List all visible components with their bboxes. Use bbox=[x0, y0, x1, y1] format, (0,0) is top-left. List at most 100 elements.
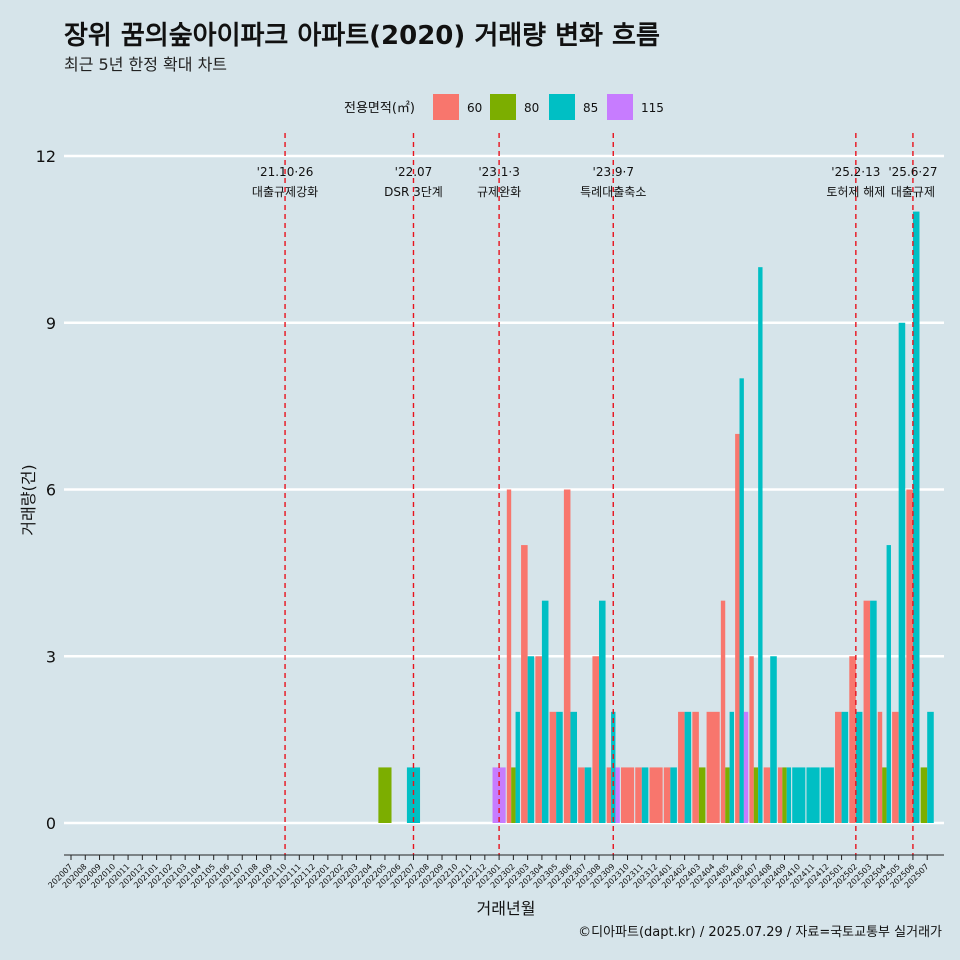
bar-85-202412 bbox=[820, 767, 834, 823]
bar-115-202406 bbox=[743, 711, 749, 823]
bar-60-202403 bbox=[692, 711, 699, 823]
legend-label-60: 60 bbox=[467, 101, 482, 115]
legend-label-85: 85 bbox=[583, 101, 598, 115]
bar-80-202302 bbox=[511, 767, 516, 823]
bar-85-202506 bbox=[912, 211, 920, 823]
event-date-label: '23.9·7 bbox=[593, 165, 634, 179]
chart-subtitle: 최근 5년 한정 확대 차트 bbox=[64, 55, 227, 74]
bar-60-202402 bbox=[678, 711, 685, 823]
bar-85-202408 bbox=[770, 656, 777, 823]
event-name-label: 대출규제강화 bbox=[252, 185, 318, 199]
legend-swatch-115 bbox=[607, 94, 633, 120]
y-tick-label: 6 bbox=[46, 481, 56, 500]
chart-title: 장위 꿈의숲아이파크 아파트(2020) 거래량 변화 흐름 bbox=[64, 21, 660, 51]
grid-lines bbox=[64, 154, 944, 825]
bar-85-202311 bbox=[641, 767, 649, 823]
bar-60-202311 bbox=[635, 767, 642, 823]
bar-80-202205 bbox=[378, 767, 392, 823]
bar-60-202405 bbox=[720, 600, 726, 823]
y-tick-label: 9 bbox=[46, 314, 56, 333]
bar-85-202401 bbox=[670, 767, 677, 823]
bar-60-202404 bbox=[706, 711, 720, 823]
bar-80-202405 bbox=[725, 767, 730, 823]
event-markers: '21.10·26 대출규제강화 '22.07 DSR 3단계 '23.1·3 규제완화 '… bbox=[252, 133, 937, 855]
legend-swatch-80 bbox=[490, 94, 516, 120]
legend: 전용면적(㎡) 60 80 85 115 bbox=[344, 94, 664, 120]
bar-85-202411 bbox=[806, 767, 820, 823]
bars bbox=[378, 211, 934, 823]
bar-60-202305 bbox=[549, 711, 557, 823]
bar-60-202304 bbox=[535, 656, 542, 823]
bar-85-202302 bbox=[515, 711, 520, 823]
bar-85-202406 bbox=[739, 378, 744, 823]
bar-60-202401 bbox=[663, 767, 671, 823]
bar-85-202207 bbox=[406, 767, 421, 823]
legend-label-80: 80 bbox=[524, 101, 539, 115]
event-name-label: 토허제 해제 bbox=[826, 185, 885, 199]
bar-85-202308 bbox=[598, 600, 606, 823]
bar-85-202410 bbox=[792, 767, 806, 823]
y-tick-label: 3 bbox=[46, 647, 56, 666]
bar-85-202503 bbox=[870, 600, 877, 823]
y-axis-title: 거래량(건) bbox=[19, 464, 38, 535]
legend-label-115: 115 bbox=[641, 101, 664, 115]
bar-85-202402 bbox=[684, 711, 692, 823]
bar-85-202304 bbox=[541, 600, 549, 823]
bar-85-202409 bbox=[786, 767, 792, 823]
bar-60-202312 bbox=[649, 767, 663, 823]
bar-85-202502 bbox=[855, 711, 863, 823]
bar-60-202303 bbox=[521, 545, 528, 823]
caption: ©디아파트(dapt.kr) / 2025.07.29 / 자료=국토교통부 실… bbox=[578, 925, 942, 940]
bar-60-202502 bbox=[849, 656, 856, 823]
bar-60-202503 bbox=[863, 600, 871, 823]
bar-85-202303 bbox=[527, 656, 535, 823]
bar-80-202407 bbox=[753, 767, 759, 823]
bar-60-202309 bbox=[606, 767, 612, 823]
bar-80-202403 bbox=[698, 767, 706, 823]
bar-60-202307 bbox=[578, 767, 585, 823]
legend-title: 전용면적(㎡) bbox=[344, 101, 415, 116]
event-date-label: '25.2·13 bbox=[831, 165, 880, 179]
bar-60-202409 bbox=[777, 767, 783, 823]
y-tick-label: 0 bbox=[46, 814, 56, 833]
bar-60-202501 bbox=[835, 711, 842, 823]
legend-swatch-85 bbox=[549, 94, 575, 120]
bar-85-202407 bbox=[758, 267, 763, 823]
bar-60-202408 bbox=[763, 767, 771, 823]
bar-115-202309 bbox=[615, 767, 620, 823]
bar-60-202308 bbox=[592, 656, 599, 823]
legend-swatch-60 bbox=[433, 94, 459, 120]
bar-85-202507 bbox=[927, 711, 934, 823]
bar-80-202409 bbox=[782, 767, 787, 823]
event-name-label: 대출규제 bbox=[891, 185, 935, 199]
event-name-label: DSR 3단계 bbox=[384, 185, 443, 199]
bar-80-202504 bbox=[882, 767, 887, 823]
y-tick-label: 12 bbox=[36, 147, 56, 166]
bar-85-202504 bbox=[886, 545, 891, 823]
event-date-label: '21.10·26 bbox=[257, 165, 314, 179]
bar-60-202504 bbox=[877, 711, 883, 823]
event-date-label: '23.1·3 bbox=[478, 165, 519, 179]
bar-85-202305 bbox=[556, 711, 563, 823]
event-name-label: 규제완화 bbox=[477, 185, 521, 199]
bar-60-202506 bbox=[906, 489, 913, 823]
bar-60-202406 bbox=[735, 433, 740, 823]
bar-60-202302 bbox=[506, 489, 512, 823]
bar-80-202507 bbox=[920, 767, 928, 823]
bar-85-202501 bbox=[841, 711, 849, 823]
bar-60-202306 bbox=[563, 489, 571, 823]
bar-85-202306 bbox=[570, 711, 578, 823]
bar-60-202310 bbox=[620, 767, 635, 823]
event-date-label: '22.07 bbox=[395, 165, 433, 179]
bar-85-202505 bbox=[898, 322, 906, 823]
bar-85-202405 bbox=[729, 711, 734, 823]
x-axis-title: 거래년월 bbox=[477, 899, 536, 918]
event-name-label: 특례대출축소 bbox=[580, 185, 646, 199]
bar-115-202301 bbox=[492, 767, 506, 823]
bar-60-202505 bbox=[892, 711, 899, 823]
bar-60-202407 bbox=[749, 656, 754, 823]
bar-85-202307 bbox=[584, 767, 592, 823]
event-date-label: '25.6·27 bbox=[888, 165, 937, 179]
